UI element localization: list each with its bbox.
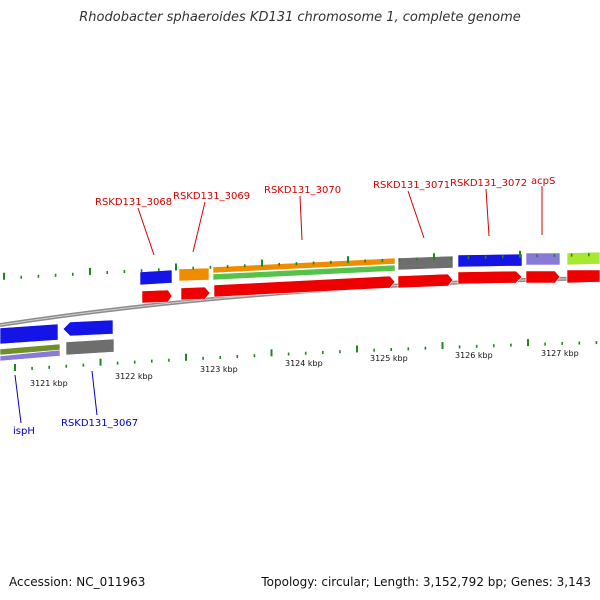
feature-row-bottom — [0, 319, 115, 362]
feature-lime[interactable] — [566, 251, 600, 266]
feature-gray[interactable] — [397, 255, 454, 271]
kbp-label: 3121 kbp — [30, 379, 68, 388]
cds-arrow[interactable] — [457, 270, 523, 285]
feature-blue[interactable] — [139, 269, 173, 286]
cds-arrow[interactable] — [141, 289, 173, 304]
kbp-label: 3122 kbp — [115, 372, 153, 381]
cds-arrow[interactable] — [566, 269, 600, 284]
kbp-label: 3127 kbp — [541, 349, 579, 358]
feature-blue-2[interactable] — [457, 253, 523, 268]
gene-label-rskd131-3072[interactable]: RSKD131_3072 — [450, 178, 527, 189]
gene-labels-top: RSKD131_3068 RSKD131_3069 RSKD131_3070 R… — [95, 176, 555, 256]
feature-orange[interactable] — [178, 267, 210, 282]
gene-labels-bottom: ispH RSKD131_3067 — [13, 370, 138, 437]
gene-label-rskd131-3071[interactable]: RSKD131_3071 — [373, 180, 450, 191]
topology-text: Topology: circular; Length: 3,152,792 bp… — [261, 575, 591, 589]
kbp-label: 3126 kbp — [455, 351, 493, 360]
feature-blue-arrow-reverse[interactable] — [62, 319, 114, 337]
feature-blue-reverse[interactable] — [0, 323, 59, 345]
tick-row-top — [3, 250, 590, 280]
feature-orange-long[interactable] — [212, 257, 396, 274]
feature-green-long[interactable] — [212, 264, 396, 281]
kbp-label: 3123 kbp — [200, 365, 238, 374]
accession-text: Accession: NC_011963 — [9, 575, 146, 589]
gene-label-rskd131-3067[interactable]: RSKD131_3067 — [61, 418, 138, 429]
genome-title: Rhodobacter sphaeroides KD131 chromosome… — [79, 10, 521, 25]
gene-label-rskd131-3068[interactable]: RSKD131_3068 — [95, 197, 172, 208]
tick-row-bottom — [14, 339, 598, 372]
cds-row-top — [141, 269, 600, 304]
cds-arrow[interactable] — [180, 286, 211, 301]
gene-label-rskd131-3070[interactable]: RSKD131_3070 — [264, 185, 341, 196]
gene-label-acps[interactable]: acpS — [531, 176, 555, 187]
cds-arrow[interactable] — [213, 275, 396, 298]
gene-label-rskd131-3069[interactable]: RSKD131_3069 — [173, 191, 250, 202]
feature-purple-bottom[interactable] — [0, 349, 61, 362]
cds-arrow[interactable] — [397, 273, 454, 289]
kbp-label: 3124 kbp — [285, 359, 323, 368]
kbp-label: 3125 kbp — [370, 354, 408, 363]
cds-arrow[interactable] — [525, 270, 561, 284]
kbp-labels: 3121 kbp 3122 kbp 3123 kbp 3124 kbp 3125… — [30, 349, 579, 388]
feature-purple[interactable] — [525, 252, 561, 266]
feature-gray-bottom[interactable] — [65, 338, 115, 356]
gene-label-isph[interactable]: ispH — [13, 426, 35, 437]
